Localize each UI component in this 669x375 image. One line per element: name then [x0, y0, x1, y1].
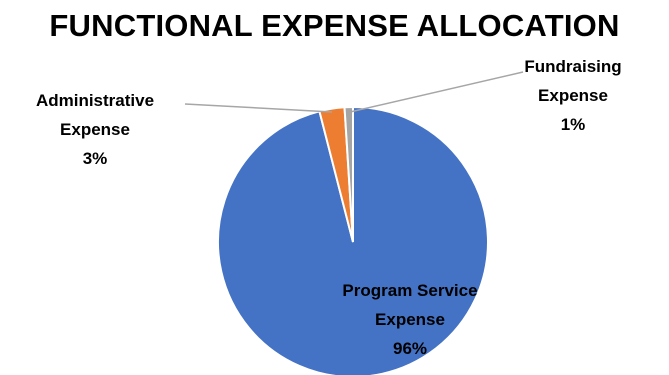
data-label-program-service-expense: Program Service Expense 96%: [342, 281, 477, 358]
data-labels: Program Service Expense 96% Administrative E…: [36, 57, 622, 358]
pie-slice-fundraising-expense: [343, 105, 354, 243]
pie-slices: [217, 105, 489, 375]
leader-line-administrative-expense: [184, 103, 333, 113]
data-label-administrative-expense: Administrative Expense 3%: [36, 91, 154, 168]
leader-line-fundraising-expense: [349, 71, 524, 113]
data-label-fundraising-expense: Fundraising Expense 1%: [524, 57, 621, 134]
leader-lines: [184, 71, 524, 113]
chart-title: FUNCTIONAL EXPENSE ALLOCATION: [49, 8, 620, 43]
